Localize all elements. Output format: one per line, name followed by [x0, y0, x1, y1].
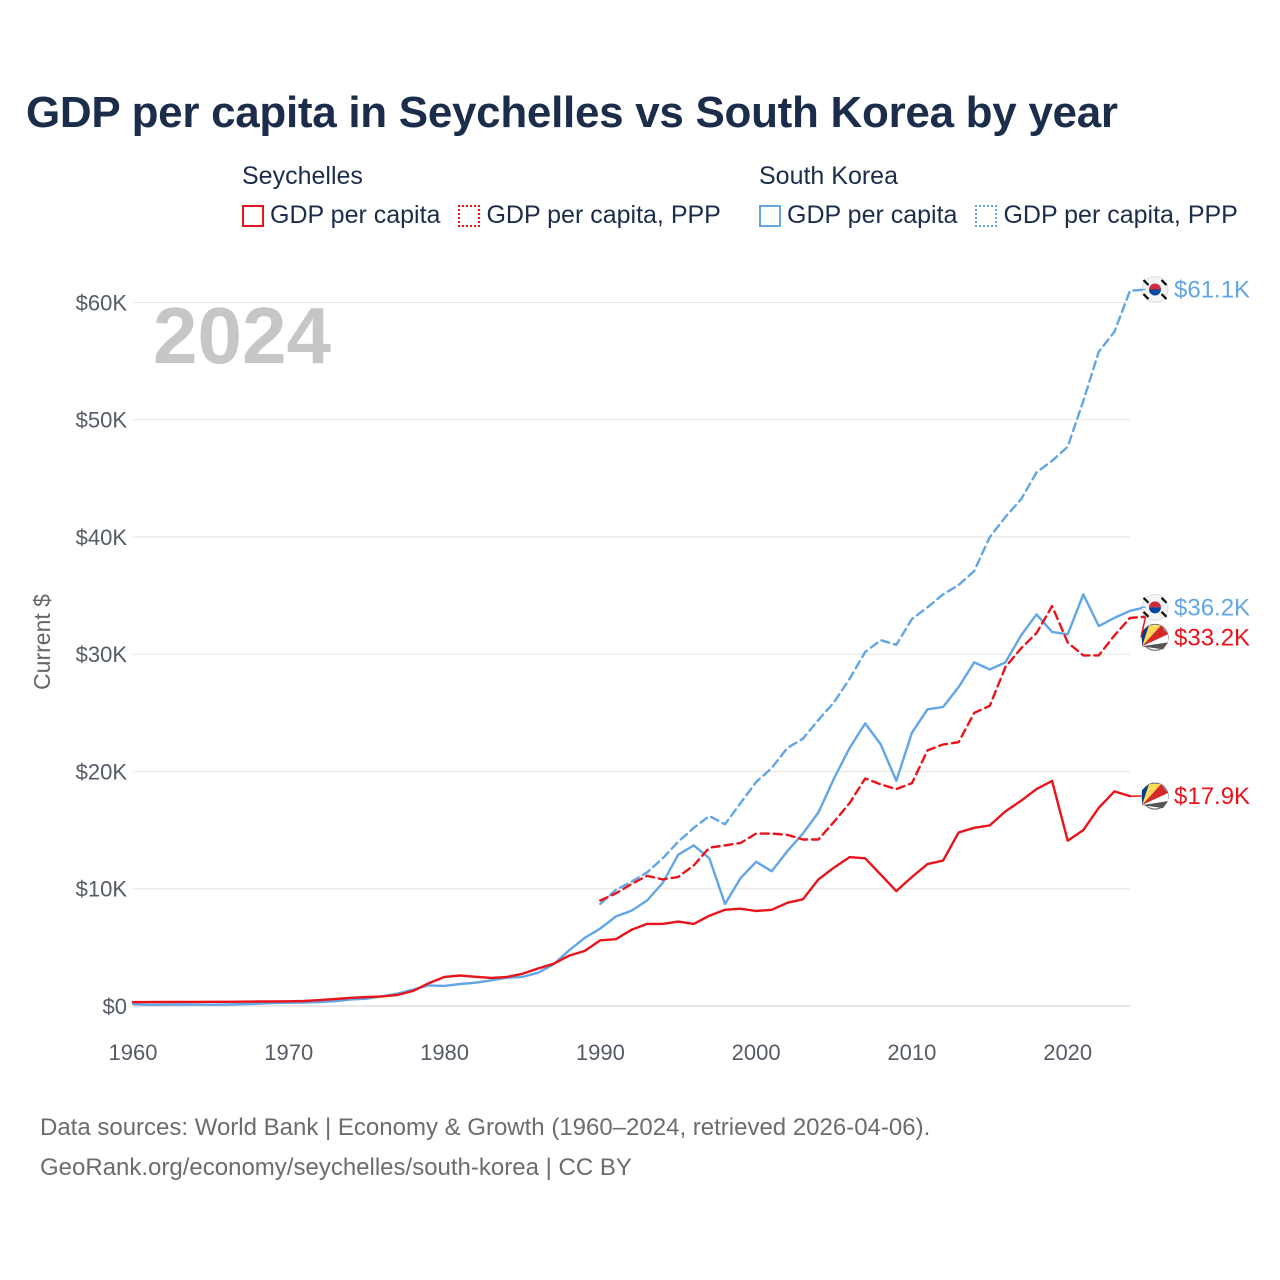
chart-title: GDP per capita in Seychelles vs South Ko…	[26, 88, 1118, 137]
source-line-1: Data sources: World Bank | Economy & Gro…	[40, 1114, 931, 1141]
source-note: Data sources: World Bank | Economy & Gro…	[40, 1108, 930, 1188]
x-tick-label: 1970	[264, 1040, 313, 1065]
grid-layer	[133, 301, 1130, 1007]
axis-layer: $0 $10K $20K $30K $40K $50K $60K 1960 1970 1980 19…	[29, 290, 1092, 1065]
series-line-seychelles-gdp-per-capita[interactable]	[131, 779, 1132, 1004]
series-layer	[131, 288, 1147, 1006]
legend-seychelles: Seychelles GDP per capita GDP per capita…	[242, 162, 739, 230]
year-watermark: 2024	[153, 291, 331, 380]
legend-item-south-korea-gdp[interactable]: GDP per capita	[759, 201, 957, 230]
y-tick-label: $30K	[76, 642, 128, 667]
y-tick-label: $40K	[76, 525, 128, 550]
y-tick-label: $10K	[76, 877, 128, 902]
legend-south-korea: South Korea GDP per capita GDP per capit…	[759, 162, 1256, 230]
flag-seychelles-icon	[1141, 782, 1169, 810]
legend-item-seychelles-gdp[interactable]: GDP per capita	[242, 201, 440, 230]
legend-swatch-south-korea-gdp	[759, 204, 781, 227]
y-axis-label: Current $	[29, 594, 55, 690]
legend-swatch-seychelles-ppp	[458, 204, 481, 227]
legend-label-south-korea-ppp: GDP per capita, PPP	[1003, 201, 1238, 229]
x-tick-label: 2010	[887, 1040, 936, 1065]
flag-seychelles-icon	[1141, 623, 1169, 651]
legend-label-south-korea-gdp: GDP per capita	[787, 201, 958, 229]
x-tick-label: 1960	[109, 1040, 158, 1065]
x-tick-label: 2000	[732, 1040, 781, 1065]
series-line-south-korea-gdp-per-capita-ppp[interactable]	[599, 288, 1147, 906]
legend-seychelles-header: Seychelles	[242, 162, 363, 190]
series-line-seychelles-gdp-per-capita-ppp[interactable]	[599, 604, 1147, 902]
x-tick-label: 1990	[576, 1040, 625, 1065]
end-value-label: $61.1K	[1174, 277, 1250, 304]
y-tick-label: $60K	[76, 290, 128, 315]
legend-south-korea-header: South Korea	[759, 162, 898, 190]
legend-label-seychelles-gdp: GDP per capita	[270, 201, 441, 229]
end-value-label: $36.2K	[1174, 594, 1250, 621]
end-value-label: $33.2K	[1174, 624, 1250, 651]
flag-south-korea-icon	[1141, 593, 1169, 621]
y-tick-label: $50K	[76, 408, 128, 433]
flag-south-korea-icon	[1141, 276, 1169, 304]
legend-swatch-seychelles-gdp	[242, 204, 264, 227]
series-line-south-korea-gdp-per-capita[interactable]	[131, 593, 1147, 1006]
legend-label-seychelles-ppp: GDP per capita, PPP	[486, 201, 721, 229]
legend-item-south-korea-ppp[interactable]: GDP per capita, PPP	[975, 201, 1238, 230]
x-tick-label: 2020	[1043, 1040, 1092, 1065]
y-tick-label: $0	[103, 994, 127, 1019]
legend-item-seychelles-ppp[interactable]: GDP per capita, PPP	[458, 201, 721, 230]
end-connector	[1140, 616, 1147, 638]
legend-swatch-south-korea-ppp	[975, 204, 998, 227]
end-label-layer: $61.1K $36.2K $33.2K $17.9K	[1130, 276, 1250, 810]
end-value-label: $17.9K	[1174, 783, 1250, 810]
x-tick-label: 1980	[420, 1040, 469, 1065]
source-line-2[interactable]: GeoRank.org/economy/seychelles/south-kor…	[40, 1154, 632, 1181]
y-tick-label: $20K	[76, 759, 128, 784]
